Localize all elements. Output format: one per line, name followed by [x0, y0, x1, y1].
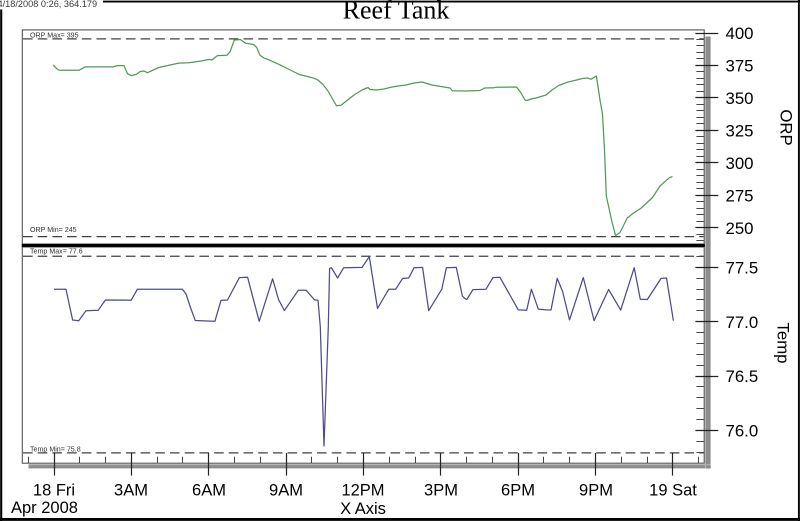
- svg-text:76.5: 76.5: [726, 367, 759, 386]
- svg-text:6PM: 6PM: [501, 481, 535, 499]
- svg-text:250: 250: [726, 219, 754, 238]
- svg-text:300: 300: [726, 154, 754, 173]
- svg-text:Apr 2008: Apr 2008: [11, 499, 78, 517]
- svg-text:X Axis: X Axis: [340, 500, 386, 518]
- svg-text:Temp Min= 75.8: Temp Min= 75.8: [30, 445, 81, 453]
- svg-text:9PM: 9PM: [579, 481, 613, 499]
- svg-text:ORP Max= 395: ORP Max= 395: [30, 31, 79, 39]
- svg-text:375: 375: [726, 57, 754, 76]
- svg-text:3AM: 3AM: [114, 481, 148, 499]
- svg-text:77.5: 77.5: [726, 259, 759, 278]
- svg-text:77.0: 77.0: [726, 313, 759, 332]
- svg-text:18 Fri: 18 Fri: [33, 481, 75, 499]
- svg-text:275: 275: [726, 186, 754, 205]
- svg-text:4/18/2008 0:26, 364.179: 4/18/2008 0:26, 364.179: [0, 0, 97, 9]
- svg-text:350: 350: [726, 89, 754, 108]
- svg-text:325: 325: [726, 122, 754, 141]
- svg-text:6AM: 6AM: [192, 481, 226, 499]
- svg-text:ORP Min= 245: ORP Min= 245: [30, 226, 77, 234]
- svg-text:3PM: 3PM: [424, 481, 458, 499]
- svg-text:9AM: 9AM: [269, 481, 303, 499]
- svg-text:12PM: 12PM: [341, 481, 384, 499]
- svg-text:ORP: ORP: [777, 109, 796, 145]
- svg-text:Temp Max= 77.6: Temp Max= 77.6: [30, 248, 83, 256]
- svg-text:19 Sat: 19 Sat: [649, 481, 697, 499]
- svg-text:76.0: 76.0: [726, 422, 759, 441]
- svg-text:400: 400: [726, 24, 754, 43]
- svg-text:Temp: Temp: [774, 322, 793, 363]
- svg-text:Reef Tank: Reef Tank: [343, 0, 450, 25]
